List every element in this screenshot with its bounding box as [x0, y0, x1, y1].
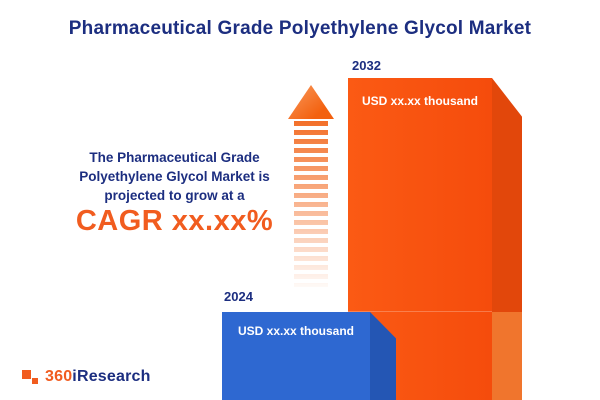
cagr-text: CAGR xx.xx% — [75, 205, 274, 237]
annotation-line: The Pharmaceutical Grade — [89, 150, 260, 165]
bar-label-2024: 2024 — [224, 289, 253, 304]
bar-2032-seam — [348, 311, 492, 312]
bar-2032-side-face-lower — [492, 312, 522, 400]
growth-arrow-trail-icon — [294, 121, 328, 287]
bar-value-2032: USD xx.xx thousand — [361, 94, 479, 108]
bar-2024 — [222, 312, 370, 400]
brand-logo: 360iResearch — [22, 368, 151, 386]
logo-suffix: iResearch — [72, 368, 151, 385]
page-title: Pharmaceutical Grade Polyethylene Glycol… — [68, 18, 532, 39]
annotation-line: Polyethylene Glycol Market is — [79, 169, 270, 184]
logo-text: 360iResearch — [45, 368, 151, 386]
growth-annotation: The Pharmaceutical Grade Polyethylene Gl… — [52, 148, 297, 237]
bar-value-2024: USD xx.xx thousand — [237, 324, 355, 338]
bar-label-2032: 2032 — [352, 58, 381, 73]
logo-prefix: 360 — [45, 368, 73, 385]
growth-arrow-icon — [288, 85, 334, 119]
annotation-line: projected to grow at a — [104, 188, 245, 203]
logo-squares-icon — [22, 369, 39, 386]
